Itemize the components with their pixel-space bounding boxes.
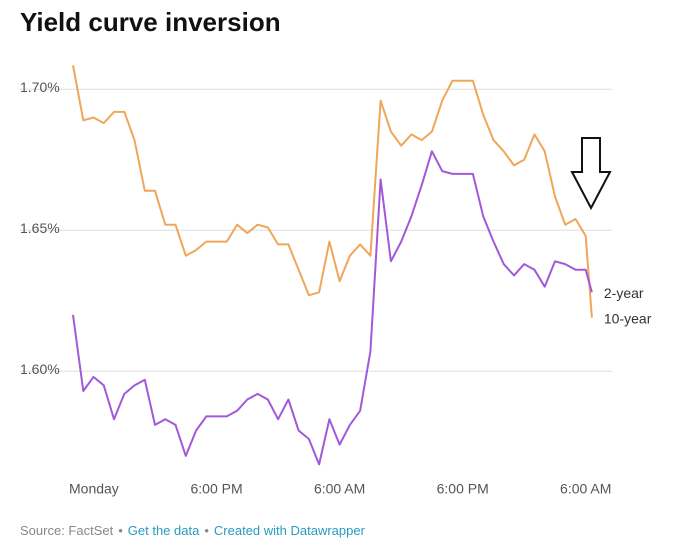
y-tick-label: 1.65% — [20, 220, 60, 236]
credit-link[interactable]: Created with Datawrapper — [214, 523, 366, 538]
data-link[interactable]: Get the data — [128, 523, 200, 538]
series-line — [72, 150, 593, 466]
x-tick-label: 6:00 AM — [314, 481, 365, 497]
y-tick-label: 1.60% — [20, 361, 60, 377]
chart-title: Yield curve inversion — [20, 7, 281, 37]
y-tick-label: 1.70% — [20, 79, 60, 95]
series-label: 10-year — [604, 310, 652, 326]
source: Source: FactSet — [20, 523, 114, 538]
x-tick-label: 6:00 PM — [437, 481, 489, 497]
x-tick-label: Monday — [69, 481, 119, 497]
arrow-annotation — [570, 137, 612, 211]
x-tick-label: 6:00 AM — [560, 481, 611, 497]
x-tick-label: 6:00 PM — [190, 481, 242, 497]
series-label: 2-year — [604, 285, 644, 301]
series-line — [72, 65, 593, 318]
footer: Source: FactSet • Get the data • Created wit… — [20, 523, 366, 538]
